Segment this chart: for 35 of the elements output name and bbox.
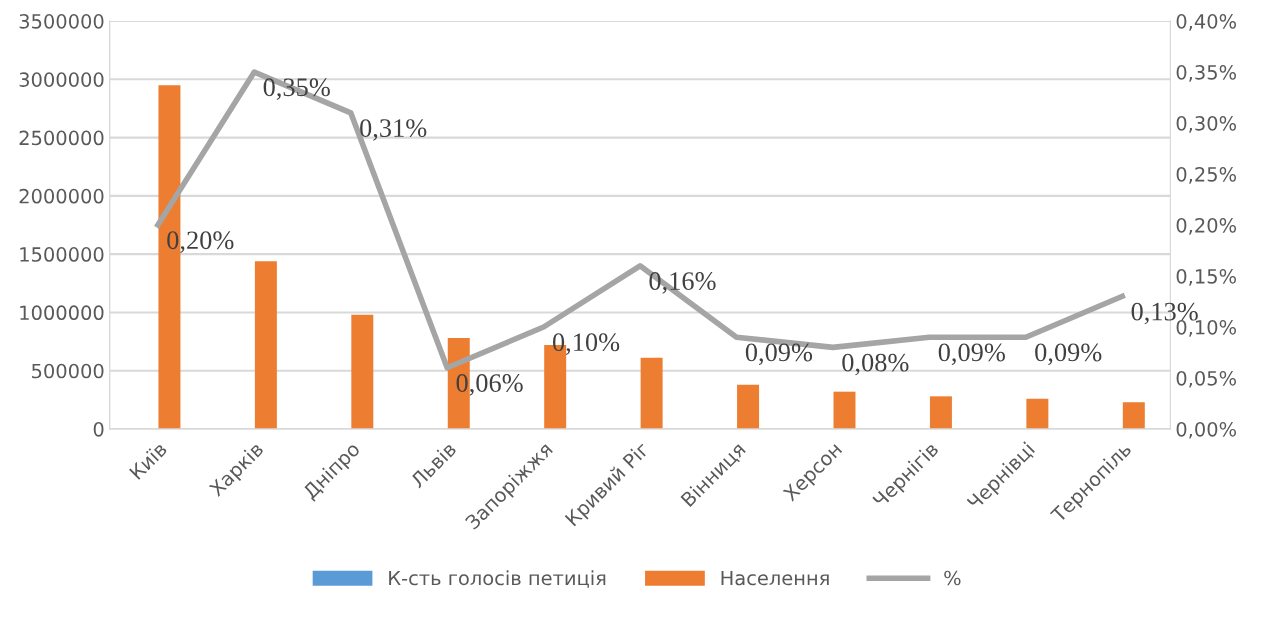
data-label: 0,09% [745, 343, 813, 366]
data-label: 0,16% [649, 272, 716, 294]
data-label: 0,35% [263, 78, 330, 100]
bar [351, 314, 374, 429]
y-tick-label: 3000000 [19, 72, 104, 87]
y-tick-label: 500000 [32, 363, 104, 379]
y2-tick-label: 0,40% [1176, 14, 1237, 31]
bar [833, 391, 856, 429]
y2-tick-label: 0,20% [1176, 217, 1237, 235]
y2-tick-label: 0,30% [1176, 115, 1237, 133]
legend-label: К-сть голосів петиція [389, 570, 606, 588]
y2-tick-label: 0,25% [1176, 166, 1237, 184]
y-tick-label: 1500000 [20, 247, 104, 262]
y-tick-label: 1000000 [20, 305, 104, 321]
legend-label: Населення [721, 570, 829, 586]
data-label: 0,08% [842, 353, 909, 376]
data-label: 0,09% [1035, 343, 1102, 366]
data-label: 0,09% [938, 343, 1005, 366]
y-tick-label: 2500000 [19, 130, 104, 146]
y2-tick-label: 0,15% [1176, 268, 1237, 286]
bar [1026, 398, 1049, 429]
bar [737, 384, 760, 429]
legend-label: % [944, 570, 961, 586]
y2-tick-label: 0,05% [1176, 370, 1237, 388]
data-label: 0,10% [552, 333, 620, 355]
y2-tick-label: 0,00% [1176, 421, 1237, 439]
bar [929, 396, 952, 429]
y-tick-label: 0 [93, 421, 104, 437]
y2-tick-label: 0,35% [1176, 64, 1237, 82]
y-tick-label: 2000000 [19, 188, 104, 204]
bar [640, 357, 663, 429]
data-label: 0,31% [360, 119, 427, 141]
bar [1122, 402, 1145, 429]
bar [254, 261, 277, 429]
y-tick-label: 3500000 [19, 14, 104, 29]
